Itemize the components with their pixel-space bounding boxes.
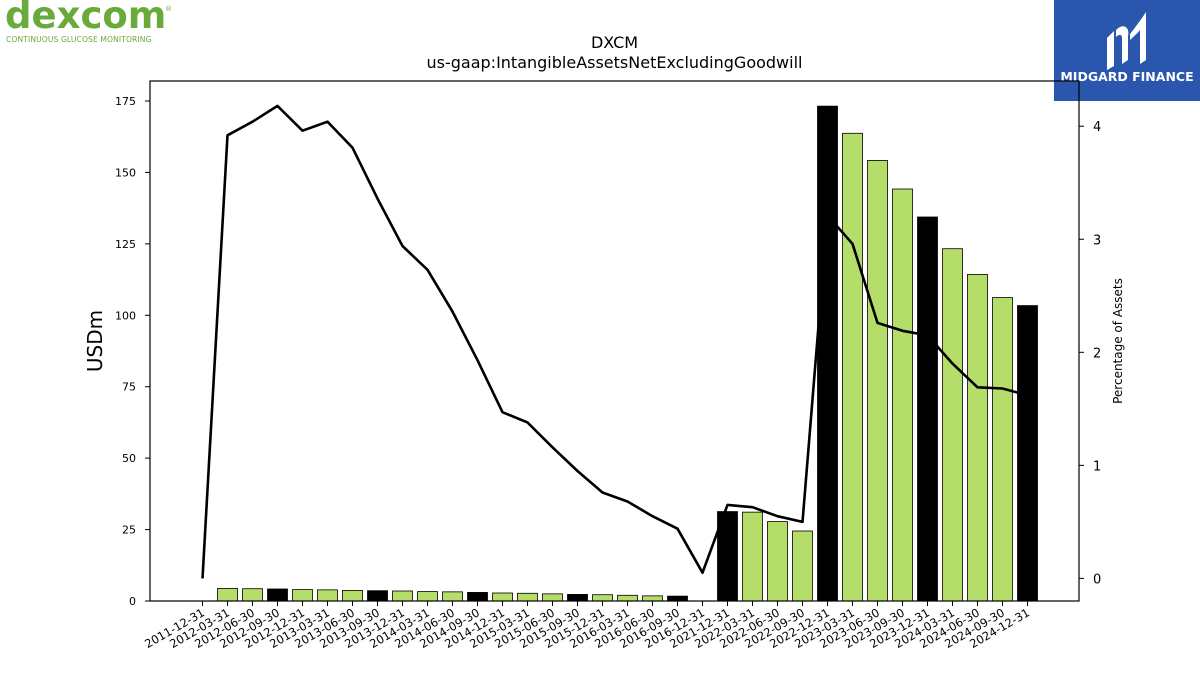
dexcom-logo: dexcom ® CONTINUOUS GLUCOSE MONITORING [5, 0, 180, 48]
bar-2016-09-30 [667, 595, 688, 602]
bar-2023-09-30 [892, 188, 913, 602]
bar-2022-06-30 [767, 521, 788, 602]
bar-2012-06-30 [242, 588, 263, 602]
bar-2014-03-31 [417, 591, 438, 602]
plot-area-frame [149, 80, 1080, 602]
y-tick-label: 125 [115, 238, 136, 251]
y2-axis-label: Percentage of Assets [1111, 278, 1125, 404]
midgard-m-icon [1054, 0, 1200, 101]
y-tick-label: 25 [122, 524, 136, 537]
bar-2024-03-31 [942, 248, 963, 602]
bar-2014-09-30 [467, 592, 488, 602]
midgard-finance-logo: MIDGARD FINANCE [1054, 0, 1200, 101]
bar-2012-03-31 [217, 588, 238, 602]
y2-tick-label: 0 [1093, 572, 1101, 587]
logo-wordmark: dexcom [5, 0, 167, 37]
y2-tick-label: 3 [1093, 233, 1101, 248]
bar-2012-12-31 [292, 589, 313, 602]
logo-company-name: MIDGARD FINANCE [1060, 69, 1194, 84]
y-tick-label: 50 [122, 452, 136, 465]
chart-subtitle: us-gaap:IntangibleAssetsNetExcludingGood… [427, 53, 803, 72]
y-tick-label: 0 [129, 595, 136, 608]
y-axis-label: USDm [83, 310, 107, 372]
bar-2014-12-31 [492, 592, 513, 602]
bar-2015-09-30 [567, 594, 588, 602]
bar-2014-06-30 [442, 591, 463, 602]
y2-tick-label: 4 [1093, 120, 1101, 135]
bar-2024-09-30 [992, 297, 1013, 602]
y-tick-label: 175 [115, 95, 136, 108]
bar-2023-06-30 [867, 160, 888, 602]
logo-registered-mark: ® [165, 5, 172, 13]
y-tick-label: 150 [115, 166, 136, 179]
bar-2012-09-30 [267, 588, 288, 602]
bar-2013-06-30 [342, 590, 363, 602]
bar-2016-03-31 [617, 594, 638, 602]
y-tick-label: 75 [122, 381, 136, 394]
bar-2013-03-31 [317, 589, 338, 602]
bar-2023-12-31 [917, 216, 938, 602]
bar-2013-09-30 [367, 590, 388, 602]
bar-2022-09-30 [792, 530, 813, 602]
bar-2015-03-31 [517, 592, 538, 602]
bar-2023-03-31 [842, 132, 863, 602]
y2-tick-label: 2 [1093, 346, 1101, 361]
bar-2022-03-31 [742, 511, 763, 602]
bar-2022-12-31 [817, 105, 838, 602]
y-tick-label: 100 [115, 309, 136, 322]
bar-2024-12-31 [1017, 305, 1038, 602]
chart-title: DXCM [591, 33, 638, 52]
bar-2015-06-30 [542, 593, 563, 602]
percentage-of-assets-line [201, 104, 1028, 579]
y2-tick-label: 1 [1093, 459, 1101, 474]
bar-2024-06-30 [967, 274, 988, 602]
bar-2013-12-31 [392, 590, 413, 602]
bar-2016-06-30 [642, 595, 663, 602]
bar-2015-12-31 [592, 594, 613, 602]
logo-tagline: CONTINUOUS GLUCOSE MONITORING [6, 35, 152, 44]
